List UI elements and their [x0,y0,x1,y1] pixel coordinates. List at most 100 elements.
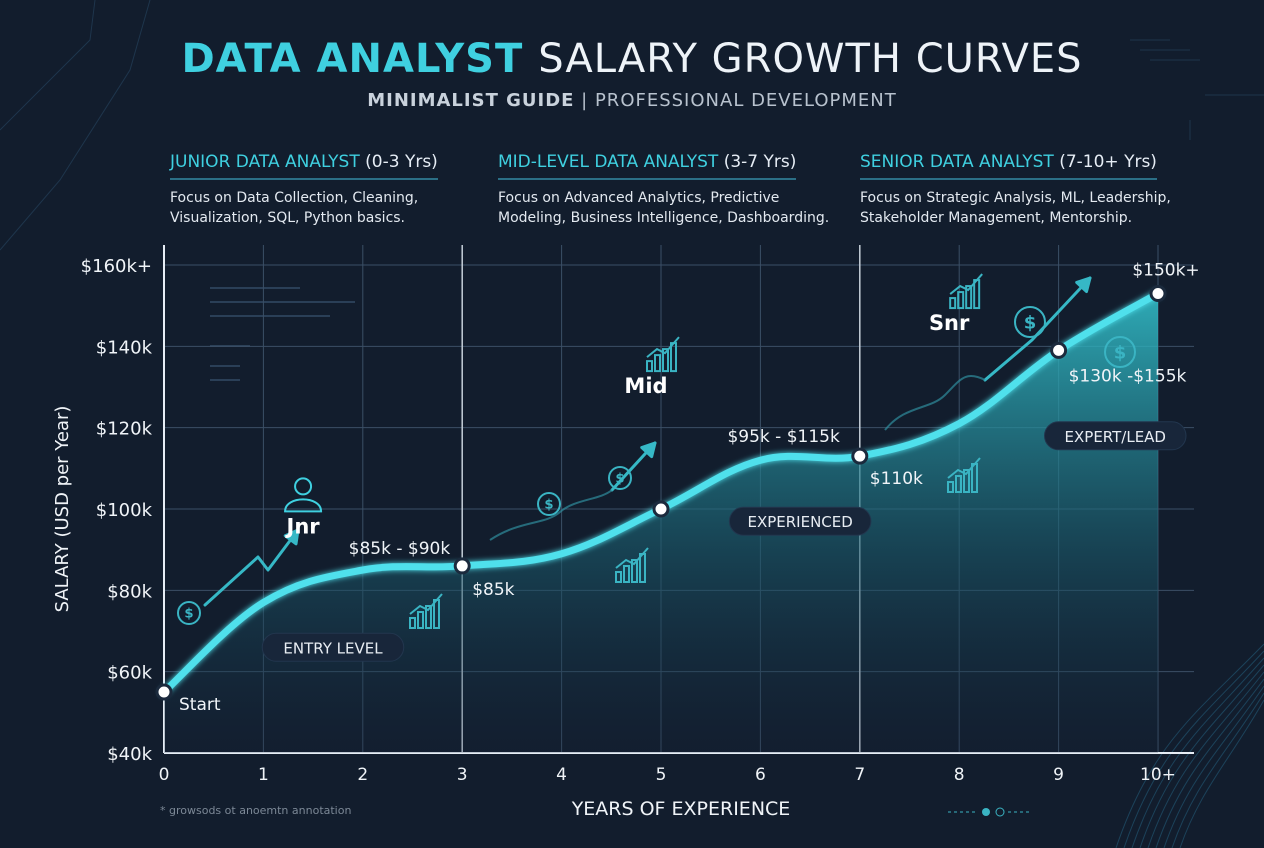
growth-chart-icon [646,336,680,373]
subtitle-separator: | [574,90,595,111]
bar-icon-bar [631,559,638,583]
dollar-icon-glyph: $ [615,472,624,487]
bar-icon-bar [965,285,973,310]
data-point-label: $85k [472,580,514,600]
trend-arrows [203,276,1092,607]
pager-dot-active [982,808,990,816]
bar-chart-icon [409,593,443,629]
bar-chart-icon [615,547,649,583]
dollar-icon-glyph: $ [544,498,553,513]
stage-heading-junior: JUNIOR DATA ANALYST (0-3 Yrs) [170,152,438,180]
x-tick-label: 10+ [1140,765,1176,785]
y-tick-label: $140k [96,337,153,358]
decorative-line [0,0,96,131]
pager-decoration [948,807,1030,817]
decorative-lines [0,0,1264,251]
stage-description-junior: Focus on Data Collection, Cleaning, Visu… [170,188,418,228]
bar-icon-bar [623,565,630,583]
dollar-icon: $ [537,492,561,516]
stage-description-line: Stakeholder Management, Mentorship. [860,210,1133,226]
level-badge: ENTRY LEVEL [261,632,405,662]
bar-icon-bar [615,571,622,583]
dollar-icon-glyph: $ [1114,342,1127,363]
data-point-label: $150k+ [1132,260,1199,280]
footnote: * growsods ot anoemtn annotation [160,804,352,817]
x-tick-label: 3 [457,765,468,785]
trend-arrow-head [1075,276,1092,294]
x-tick-label: 9 [1053,765,1064,785]
y-tick-label: $120k [96,419,153,440]
trend-arrow-head [283,528,300,546]
x-tick-label: 1 [258,765,269,785]
stage-years: (7-10+ Yrs) [1053,152,1157,172]
bar-chart-icon [947,457,981,493]
stage-description-line: Visualization, SQL, Python basics. [170,210,406,226]
dollar-icon-ring [608,466,632,490]
decorative-line [1130,39,1264,140]
decorative-wave [1131,657,1264,848]
y-tick-label: $60k [107,663,152,684]
decorative-waves [1115,643,1264,848]
dollar-icon-ring [177,601,201,625]
stage-description-line: Focus on Advanced Analytics, Predictive [498,190,780,206]
trend-line-faint [489,489,613,541]
data-point [1149,284,1167,302]
bar-icon-bar [409,617,416,629]
dollar-icon: $ [1104,336,1136,368]
bar-icon-bar [947,481,954,493]
stage-title: JUNIOR DATA ANALYST [170,152,360,172]
dollar-icon: $ [1014,306,1046,338]
role-label-text: Snr [929,311,970,335]
dollar-icon-ring [1014,306,1046,338]
data-point-label: $110k [870,469,923,489]
role-label: Snr [929,311,970,335]
range-label: $95k - $115k [727,427,839,447]
pager-dot [995,807,1005,817]
stage-description-senior: Focus on Strategic Analysis, ML, Leaders… [860,188,1171,228]
role-label-text: Jnr [285,514,321,538]
level-badge: EXPERT/LEAD [1044,421,1187,451]
data-point [652,500,670,518]
decorative-wave [1171,692,1264,848]
bar-icon-bar [417,611,424,629]
level-badge-text: EXPERIENCED [747,513,852,531]
trend-line-faint [884,375,986,431]
role-label: Jnr [284,477,323,538]
bar-icon-bar [670,342,677,373]
stage-years: (3-7 Yrs) [718,152,797,172]
data-point [155,683,173,701]
stage-title: SENIOR DATA ANALYST [860,152,1054,172]
level-badge-pill [1044,421,1187,451]
stage-description-line: Modeling, Business Intelligence, Dashboa… [498,210,830,226]
dollar-icon: $ [177,601,201,625]
bar-icon-trend [947,457,981,479]
data-point [1050,341,1068,359]
decorative-wave [1147,671,1264,848]
title-rest: SALARY GROWTH CURVES [538,36,1083,82]
bar-icon-bar [662,348,669,373]
role-label-text: Mid [624,374,667,398]
x-tick-label: 0 [159,765,170,785]
range-label: $130k -$155k [1069,366,1187,386]
bar-icon-bar [949,297,957,310]
dollar-icon-ring [537,492,561,516]
decorative-wave [1123,650,1264,848]
y-tick-label: $80k [107,581,152,602]
y-tick-label: $40k [107,744,152,765]
bar-icon-bar [654,354,661,373]
y-tick-label: $100k [96,500,153,521]
dollar-icon: $ [608,466,632,490]
title-accent: DATA ANALYST [181,36,524,82]
subtitle-rest: PROFESSIONAL DEVELOPMENT [594,90,897,111]
decorative-line [0,0,151,251]
range-label: $85k - $90k [349,539,451,559]
data-point-label: Start [179,695,221,715]
stage-description-line: Focus on Data Collection, Cleaning, [170,190,419,206]
trend-arrow-head [640,441,657,459]
decorative-wave [1139,664,1264,848]
user-icon-body [284,498,323,513]
bar-icon-bar [955,475,962,493]
dollar-icon-glyph: $ [184,607,193,622]
stage-title: MID-LEVEL DATA ANALYST [498,152,719,172]
